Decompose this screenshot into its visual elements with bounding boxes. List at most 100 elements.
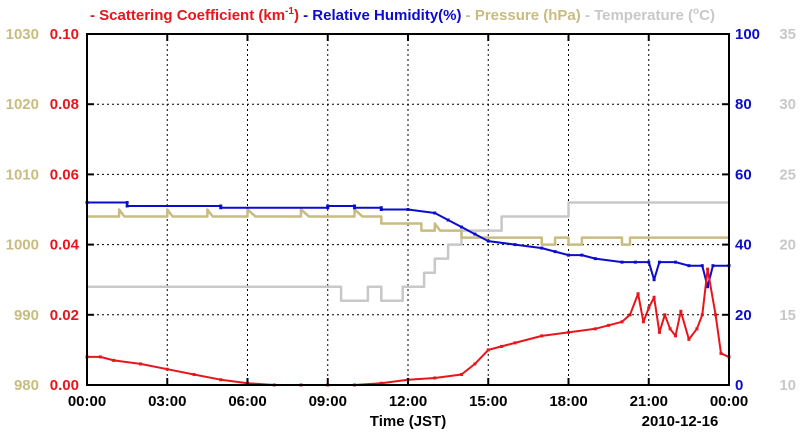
scat-axis-tick-label: 0.04 bbox=[50, 237, 80, 254]
x-tick-label: 00:00 bbox=[68, 393, 106, 410]
scat-series-line bbox=[87, 268, 730, 386]
temp-series-line bbox=[87, 201, 729, 303]
temp-legend-label: Temperature ( bbox=[594, 7, 693, 24]
rh-data-point bbox=[125, 200, 129, 204]
rh-data-point bbox=[379, 208, 383, 211]
scat-data-point bbox=[668, 327, 672, 331]
scat-data-point bbox=[714, 313, 718, 317]
x-tick-label: 00:00 bbox=[710, 393, 748, 410]
rh-data-point bbox=[219, 206, 223, 210]
rh-data-point bbox=[553, 250, 557, 254]
legend: - Scattering Coefficient (km-1) - Relati… bbox=[90, 6, 715, 24]
scat-data-point bbox=[473, 362, 477, 366]
scat-axis-tick-label: 0.06 bbox=[50, 166, 79, 183]
rh-data-point bbox=[125, 204, 129, 208]
scat-data-point bbox=[112, 358, 116, 362]
scat-data-point bbox=[674, 334, 677, 338]
scat-data-point bbox=[500, 344, 504, 348]
rh-data-point bbox=[700, 264, 704, 268]
scat-data-point bbox=[700, 313, 704, 317]
rh-data-point bbox=[326, 204, 330, 208]
scat-axis-tick-label: 0.02 bbox=[50, 307, 79, 324]
temp-axis-tick-label: 35 bbox=[779, 26, 796, 43]
pres-axis-tick-label: 990 bbox=[14, 307, 39, 324]
scat-data-point bbox=[460, 372, 463, 376]
rh-data-point bbox=[353, 206, 356, 210]
temp-axis-tick-label: 20 bbox=[779, 237, 796, 254]
rh-data-point bbox=[706, 285, 710, 289]
rh-axis-tick-label: 100 bbox=[735, 26, 760, 43]
temp-axis-tick-label: 30 bbox=[779, 96, 796, 113]
scat-data-point bbox=[98, 355, 102, 359]
scat-axis-tick-label: 0.00 bbox=[50, 377, 79, 394]
rh-legend-marker: - bbox=[299, 7, 312, 24]
scat-data-point bbox=[657, 330, 661, 334]
rh-data-point bbox=[446, 218, 450, 222]
x-tick-label: 09:00 bbox=[309, 393, 347, 410]
pres-axis-tick-label: 1000 bbox=[6, 237, 39, 254]
scat-data-point bbox=[433, 376, 437, 380]
temp-axis-tick-label: 15 bbox=[779, 307, 796, 324]
rh-data-point bbox=[567, 253, 570, 257]
x-tick-label: 21:00 bbox=[630, 393, 668, 410]
rh-axis-tick-label: 40 bbox=[735, 237, 752, 254]
scat-data-point bbox=[647, 306, 651, 310]
scat-data-point bbox=[139, 362, 142, 366]
legend-line: - Scattering Coefficient (km-1) - Relati… bbox=[90, 6, 715, 24]
rh-data-point bbox=[219, 204, 223, 208]
pres-axis-tick-label: 1030 bbox=[6, 26, 39, 43]
rh-axis-tick-label: 20 bbox=[735, 307, 752, 324]
scat-data-point bbox=[641, 320, 645, 324]
rh-data-point bbox=[473, 232, 477, 236]
rh-data-point bbox=[633, 260, 637, 264]
scat-data-point bbox=[663, 313, 667, 317]
scat-data-point bbox=[379, 381, 383, 385]
rh-data-point bbox=[580, 253, 584, 257]
pres-series-line bbox=[87, 208, 729, 246]
pres-axis-tick-label: 1020 bbox=[6, 96, 39, 113]
temp-axis-tick-label: 25 bbox=[779, 166, 796, 183]
rh-legend-label: Relative Humidity(%) bbox=[312, 7, 461, 24]
scat-axis-tick-label: 0.08 bbox=[50, 96, 79, 113]
temp-legend-suffix: C) bbox=[699, 7, 715, 24]
rh-axis-tick-label: 0 bbox=[735, 377, 743, 394]
temp-axis-tick-label: 10 bbox=[779, 377, 796, 394]
date-label: 2010-12-16 bbox=[642, 413, 719, 430]
ticks: 00:00 03:00 06:00 09:00 12:00 15:00 18:00 21:00… bbox=[6, 26, 796, 410]
scat-data-point bbox=[687, 337, 691, 341]
scat-legend-label: Scattering Coefficient (km bbox=[99, 7, 285, 24]
rh-axis-tick-label: 80 bbox=[735, 96, 752, 113]
scat-data-point bbox=[540, 334, 544, 338]
rh-axis-tick-label: 60 bbox=[735, 166, 752, 183]
rh-data-point bbox=[687, 264, 691, 268]
scat-data-point bbox=[636, 292, 640, 296]
scat-data-point bbox=[695, 327, 699, 331]
scat-data-point bbox=[620, 320, 624, 324]
rh-data-point bbox=[486, 239, 490, 243]
scat-data-point bbox=[593, 327, 597, 331]
rh-data-point bbox=[711, 264, 715, 268]
rh-data-point bbox=[593, 257, 597, 261]
rh-data-point bbox=[674, 260, 677, 264]
rh-data-point bbox=[657, 260, 661, 264]
x-tick-label: 15:00 bbox=[469, 393, 507, 410]
x-tick-label: 12:00 bbox=[389, 393, 427, 410]
scat-data-point bbox=[719, 351, 723, 355]
temp-legend-marker: - bbox=[581, 7, 594, 24]
pres-axis-tick-label: 1010 bbox=[6, 166, 39, 183]
scat-data-point bbox=[652, 295, 656, 299]
scat-data-point bbox=[706, 267, 710, 271]
rh-data-point bbox=[353, 204, 356, 208]
x-axis-label: Time (JST) bbox=[370, 413, 446, 430]
scat-legend-marker: - bbox=[90, 7, 99, 24]
rh-data-point bbox=[326, 206, 330, 210]
pres-axis-tick-label: 980 bbox=[14, 377, 39, 394]
scat-data-point bbox=[628, 313, 632, 317]
rh-data-point bbox=[406, 208, 410, 211]
scat-axis-tick-label: 0.10 bbox=[50, 26, 79, 43]
rh-data-point bbox=[620, 260, 624, 264]
pres-legend-label: Pressure (hPa) bbox=[475, 7, 581, 24]
x-tick-label: 18:00 bbox=[549, 393, 587, 410]
x-tick-label: 06:00 bbox=[228, 393, 266, 410]
